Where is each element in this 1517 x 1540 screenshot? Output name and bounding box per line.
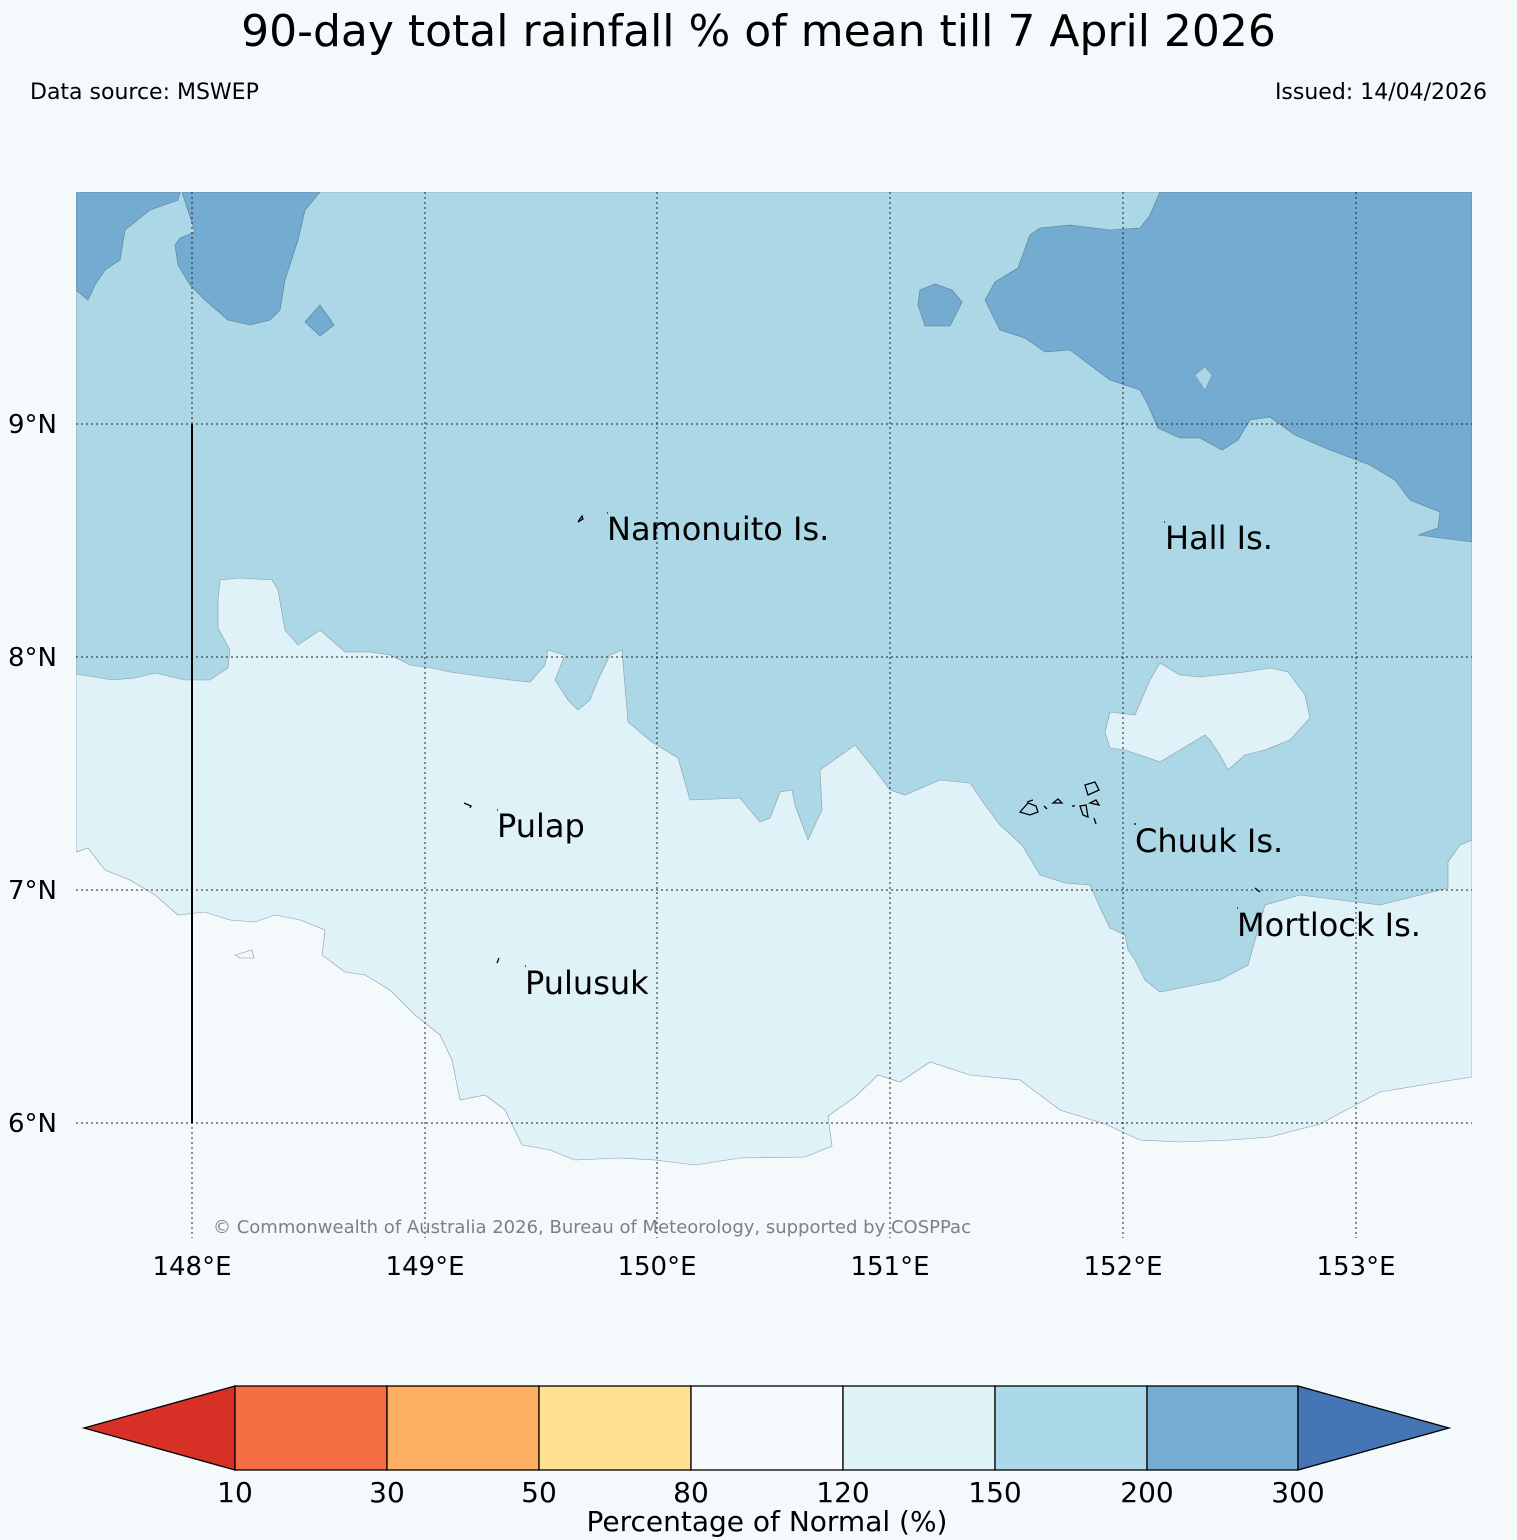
lon-label: 148°E [152, 1252, 231, 1282]
colorbar-bin [842, 1385, 996, 1471]
colorbar-tick: 50 [521, 1476, 557, 1509]
lon-label: 150°E [617, 1252, 696, 1282]
place-label-pulap: Pulap [497, 807, 585, 845]
colorbar-bin [386, 1385, 540, 1471]
patch-150-200 [1194, 366, 1213, 391]
colorbar-tick: 120 [816, 1476, 869, 1509]
map-title: 90-day total rainfall % of mean till 7 A… [241, 6, 1276, 57]
data-source: Data source: MSWEP [30, 80, 259, 105]
colorbar-tick: 10 [217, 1476, 253, 1509]
colorbar-bin [690, 1385, 844, 1471]
islands [463, 512, 1261, 967]
colorbar-tick: 300 [1271, 1476, 1324, 1509]
region-200-300-nw [76, 192, 181, 301]
colorbar-tick: 200 [1120, 1476, 1173, 1509]
colorbar [81, 1385, 1452, 1471]
place-label-hall: Hall Is. [1165, 519, 1273, 557]
lon-label: 149°E [385, 1252, 464, 1282]
colorbar-bin [538, 1385, 692, 1471]
lat-label: 8°N [8, 643, 57, 673]
place-label-namonuito: Namonuito Is. [607, 510, 829, 548]
place-label-pulusuk: Pulusuk [525, 964, 649, 1002]
lat-label: 6°N [8, 1109, 57, 1139]
longitude-labels: 148°E 149°E 150°E 151°E 152°E 153°E [152, 1252, 1395, 1282]
patch-80-120 [234, 949, 255, 959]
issued-date: Issued: 14/04/2026 [1274, 80, 1487, 105]
colorbar-label: Percentage of Normal (%) [587, 1505, 948, 1538]
colorbar-tick: 30 [369, 1476, 405, 1509]
colorbar-bin [234, 1385, 388, 1471]
lat-label: 7°N [8, 876, 57, 906]
region-200-300-ne [984, 192, 1472, 543]
colorbar-tick: 80 [673, 1476, 709, 1509]
patch-200-300 [304, 304, 335, 337]
patch-200-300 [917, 283, 963, 327]
colorbar-ticks: 10 30 50 80 120 150 200 300 [217, 1476, 1325, 1509]
lon-label: 153°E [1316, 1252, 1395, 1282]
latitude-labels: 9°N 8°N 7°N 6°N [8, 410, 57, 1139]
colorbar-extend-high [1297, 1385, 1452, 1471]
patch-120-150 [1104, 662, 1311, 771]
map-area [76, 192, 1472, 1238]
colorbar-tick: 150 [968, 1476, 1021, 1509]
place-labels: Namonuito Is. Hall Is. Pulap Chuuk Is. M… [497, 510, 1421, 1002]
lon-label: 151°E [850, 1252, 929, 1282]
region-200-300-n [174, 192, 321, 326]
lon-label: 152°E [1083, 1252, 1162, 1282]
copyright-text: © Commonwealth of Australia 2026, Bureau… [213, 1217, 971, 1238]
place-label-chuuk: Chuuk Is. [1135, 822, 1283, 860]
colorbar-bin [1146, 1385, 1299, 1471]
colorbar-bin [994, 1385, 1148, 1471]
lat-label: 9°N [8, 410, 57, 440]
colorbar-extend-low [81, 1385, 236, 1471]
place-label-mortlock: Mortlock Is. [1237, 906, 1421, 944]
